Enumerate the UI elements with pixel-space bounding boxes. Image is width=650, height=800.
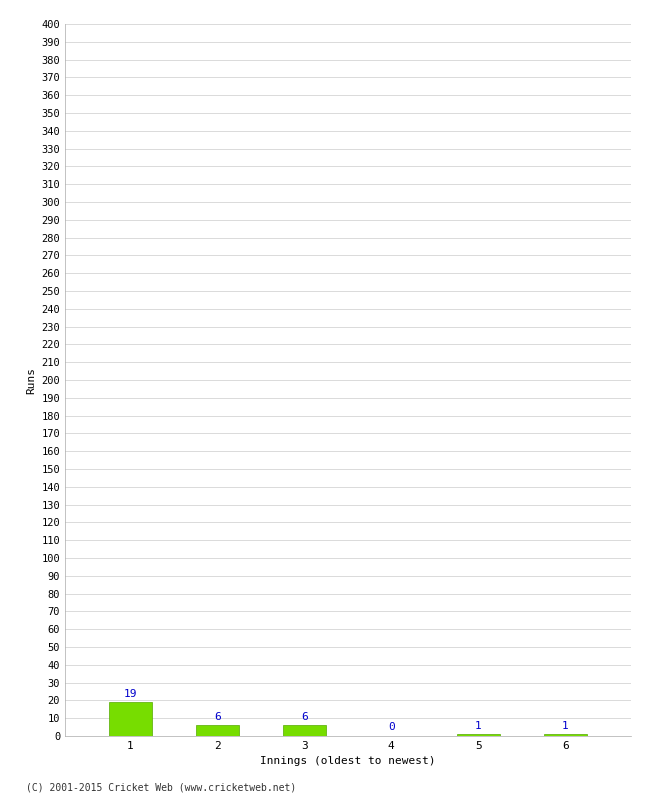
Y-axis label: Runs: Runs xyxy=(26,366,36,394)
Bar xyxy=(109,702,152,736)
Bar xyxy=(456,734,500,736)
X-axis label: Innings (oldest to newest): Innings (oldest to newest) xyxy=(260,757,436,766)
Bar xyxy=(283,726,326,736)
Text: (C) 2001-2015 Cricket Web (www.cricketweb.net): (C) 2001-2015 Cricket Web (www.cricketwe… xyxy=(26,782,296,792)
Text: 1: 1 xyxy=(475,721,482,730)
Text: 19: 19 xyxy=(124,689,137,698)
Text: 0: 0 xyxy=(388,722,395,733)
Text: 6: 6 xyxy=(214,712,220,722)
Text: 1: 1 xyxy=(562,721,569,730)
Text: 6: 6 xyxy=(301,712,307,722)
Bar xyxy=(196,726,239,736)
Bar xyxy=(543,734,587,736)
